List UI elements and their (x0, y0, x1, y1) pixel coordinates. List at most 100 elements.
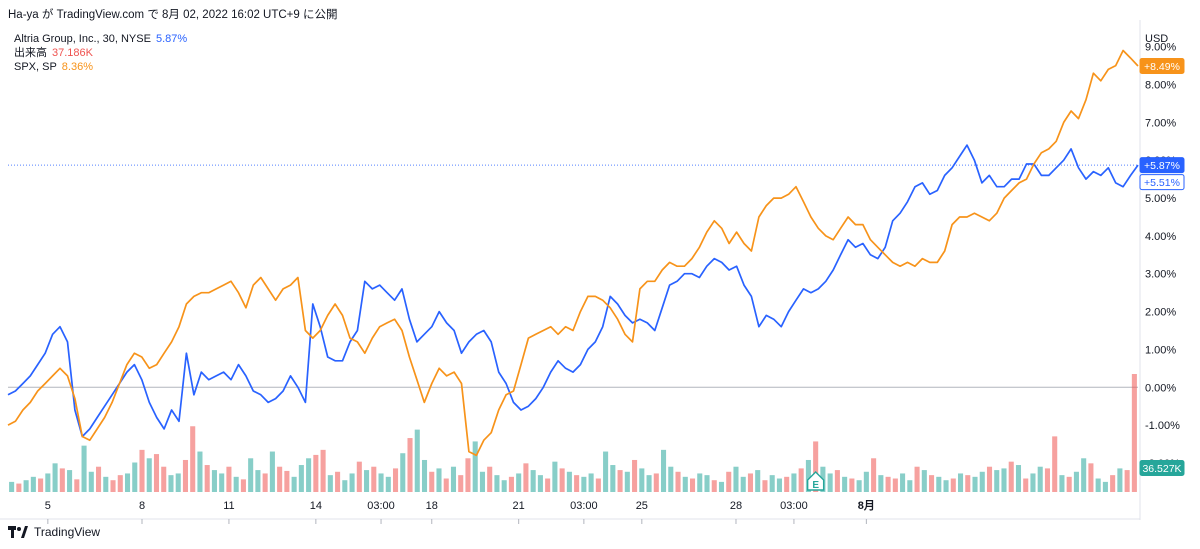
volume-bar (421, 459, 428, 492)
volume-bar (168, 475, 174, 492)
volume-bar (443, 478, 449, 492)
volume-bar (834, 470, 840, 492)
volume-bar (849, 478, 855, 492)
volume-bar (755, 470, 761, 492)
volume-bar (986, 466, 993, 492)
x-tick-label: 8月 (858, 499, 875, 512)
volume-bar (458, 475, 464, 492)
volume-bar (277, 466, 283, 492)
volume-bar (827, 473, 833, 492)
volume-bar (103, 476, 109, 492)
volume-bar (871, 458, 877, 492)
volume-bar (632, 459, 638, 492)
x-tick-label: 03:00 (570, 500, 598, 512)
legend-mo[interactable]: Altria Group, Inc., 30, NYSE 5.87% (14, 32, 187, 46)
legend-volume[interactable]: 出来高 37.186K (14, 46, 187, 60)
legend-volume-name: 出来高 (14, 47, 47, 59)
volume-bar (226, 466, 232, 492)
volume-bar (624, 471, 630, 492)
y-tick-label: 7.00% (1145, 117, 1176, 129)
volume-bar (248, 458, 254, 492)
volume-bar (233, 476, 239, 492)
series-line-mo (7, 144, 1139, 438)
volume-bar (972, 476, 978, 492)
volume-bar (269, 451, 275, 492)
volume-bar (682, 476, 688, 492)
volume-bar (392, 468, 399, 492)
legend-spx[interactable]: SPX, SP 8.36% (14, 60, 187, 74)
y-tick-label: 4.00% (1145, 231, 1176, 243)
volume-bar (139, 449, 145, 492)
volume-bar (661, 449, 667, 492)
volume-bar (530, 470, 536, 492)
volume-bar (566, 471, 572, 492)
volume-bar (798, 468, 804, 492)
volume-bar (124, 473, 131, 492)
volume-bar (900, 473, 906, 492)
volume-bar (1095, 478, 1101, 492)
volume-bar (132, 462, 138, 492)
volume-bar (291, 476, 297, 492)
legend-volume-value: 37.186K (52, 47, 93, 59)
volume-bar (559, 468, 565, 492)
published-info: Ha-ya が TradingView.com で 8月 02, 2022 16… (8, 9, 338, 21)
volume-bar (45, 473, 51, 492)
mo-last-label-box (1139, 157, 1185, 174)
volume-bar (639, 468, 645, 492)
volume-bar (342, 480, 348, 492)
volume-bar (414, 429, 420, 492)
volume-bar (929, 475, 935, 492)
volume-bar (67, 470, 73, 492)
volume-bar (23, 480, 29, 492)
volume-bar (429, 471, 435, 492)
volume-bar (30, 476, 36, 492)
volume-bar (16, 483, 22, 492)
volume-bar (545, 478, 551, 492)
y-tick-label: 5.00% (1145, 193, 1176, 205)
volume-bar (979, 471, 985, 492)
volume-bar (494, 475, 500, 492)
mo-crosshair-label-box (1139, 174, 1185, 191)
volume-bar (762, 480, 768, 492)
volume-bar (1131, 374, 1137, 492)
volume-bar (617, 470, 623, 492)
volume-bar (957, 473, 964, 492)
volume-bar (574, 475, 580, 492)
volume-bar (878, 475, 884, 492)
volume-bar (805, 459, 811, 492)
volume-bar (88, 471, 94, 492)
volume-bar (842, 476, 848, 492)
price-axis-unit: USD (1145, 33, 1168, 45)
volume-bar (965, 475, 971, 492)
volume-bar (1117, 468, 1123, 492)
volume-bar (364, 470, 370, 492)
volume-bar (306, 458, 312, 492)
volume-bar (472, 441, 478, 492)
volume-bar (1081, 458, 1087, 492)
volume-bar (1044, 468, 1050, 492)
volume-bar (704, 475, 710, 492)
volume-bar (175, 473, 181, 492)
volume-bar (552, 461, 558, 492)
volume-bar (950, 478, 956, 492)
volume-bar (400, 453, 406, 492)
x-tick-label: 21 (513, 500, 525, 512)
x-tick-label: 5 (45, 500, 51, 512)
series-line-spx (7, 49, 1139, 457)
volume-bar (182, 459, 189, 492)
footer-brand: TradingView (34, 525, 101, 539)
volume-bar (718, 481, 725, 492)
volume-bar (1066, 476, 1072, 492)
volume-bar (110, 480, 116, 492)
volume-bar (96, 466, 102, 492)
volume-last-label-box (1139, 460, 1185, 476)
volume-bar (407, 438, 413, 492)
volume-bar (146, 458, 152, 492)
volume-bar (219, 473, 225, 492)
y-tick-label: 9.00% (1145, 42, 1176, 54)
volume-bar (943, 480, 949, 492)
volume-bar (1037, 466, 1043, 492)
volume-bar (646, 475, 652, 492)
volume-bar (581, 476, 587, 492)
